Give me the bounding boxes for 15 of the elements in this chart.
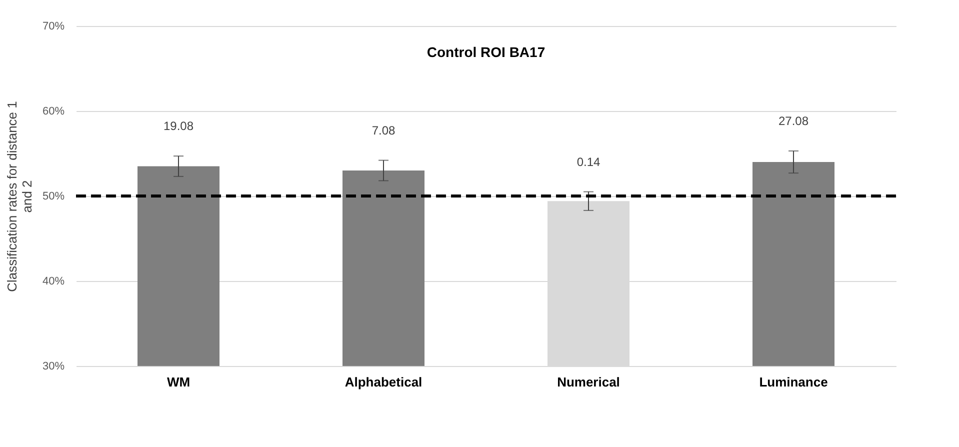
x-tick-label: WM [166,374,190,390]
x-tick-label: Luminance [759,374,828,390]
annotation: 0.14 [576,154,600,169]
y-tick-label: 50% [42,190,65,202]
annotation: 7.08 [372,123,396,138]
annotation: 19.08 [163,119,194,134]
y-tick-label: 40% [42,276,65,288]
text: Control ROI BA17 [426,44,546,60]
y-tick-label: 30% [42,360,65,372]
x-tick-label: Alphabetical [344,374,422,390]
y-tick-label: 70% [42,20,65,32]
y-axis-title: Classification rates for distance 1 and 2 [4,101,34,292]
x-tick-label: Numerical [557,374,620,390]
annotation: 27.08 [778,114,809,128]
y-tick-label: 60% [42,106,65,118]
